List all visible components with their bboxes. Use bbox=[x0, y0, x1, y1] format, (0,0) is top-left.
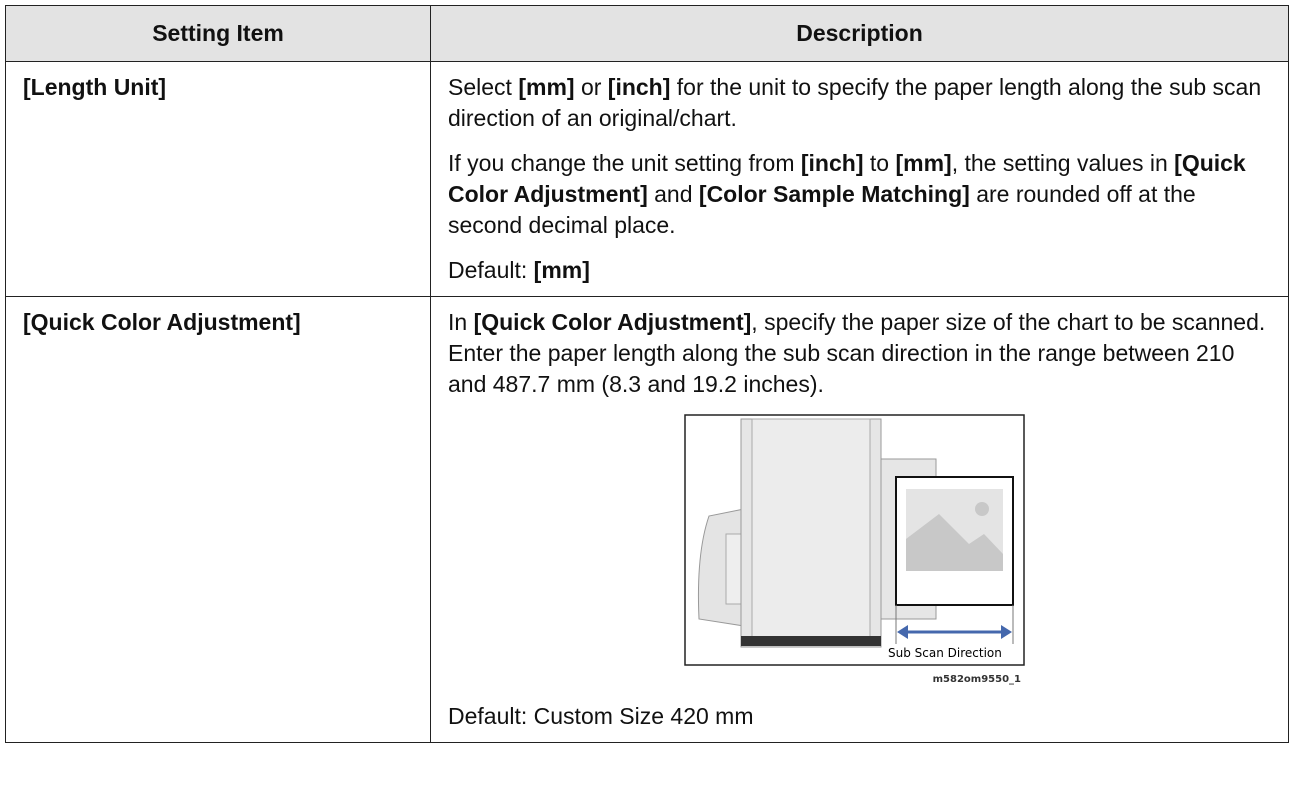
text-run: [mm] bbox=[895, 150, 952, 176]
text-run: [mm] bbox=[518, 74, 575, 100]
text-run: [Quick Color Adjustment] bbox=[448, 150, 1246, 207]
text-run: or bbox=[574, 74, 608, 100]
text-run: [Quick Color Adjustment] bbox=[473, 309, 752, 335]
scanner-panel bbox=[751, 418, 871, 642]
text-run: In bbox=[448, 309, 474, 335]
table-row: [Quick Color Adjustment] In [Quick Color … bbox=[5, 296, 1289, 743]
header-cell: Setting Item bbox=[5, 5, 431, 62]
settings-table: Setting Item Description [Length Unit] Se… bbox=[5, 5, 1289, 743]
text-run: [inch] bbox=[607, 74, 671, 100]
header-row: Setting Item Description bbox=[5, 5, 1289, 62]
paragraph: In [Quick Color Adjustment], specify the… bbox=[448, 307, 1272, 400]
text-run: , specify the paper size of the chart to… bbox=[448, 309, 1266, 397]
figure-id: m582om9550_1 bbox=[933, 674, 1021, 685]
description: In [Quick Color Adjustment], specify the… bbox=[430, 296, 1289, 743]
text-run: Select bbox=[448, 74, 519, 100]
image-mountain bbox=[906, 514, 1003, 571]
setting-item: [Quick Color Adjustment] bbox=[5, 296, 431, 743]
text-run: for the unit to specify the paper length… bbox=[448, 74, 1262, 131]
figure: Sub Scan Direction m582om9550_1 bbox=[684, 414, 1025, 685]
text-run: If you change the unit setting from bbox=[448, 150, 801, 176]
description: Select [mm] or [inch] for the unit to sp… bbox=[430, 61, 1289, 297]
text-run: , the setting values in bbox=[951, 150, 1175, 176]
table-row: [Length Unit] Select [mm] or [inch] for t… bbox=[5, 61, 1289, 297]
paragraph: Default: Custom Size 420 mm bbox=[448, 701, 1272, 732]
header-cell: Description bbox=[430, 5, 1289, 62]
figure-label: Sub Scan Direction bbox=[888, 646, 1002, 660]
text-run: [mm] bbox=[533, 257, 590, 283]
setting-item: [Length Unit] bbox=[5, 61, 431, 297]
image-sun bbox=[975, 502, 989, 516]
paragraph: If you change the unit setting from [inc… bbox=[448, 148, 1272, 241]
text-run: [inch] bbox=[800, 150, 864, 176]
text-run: Default: bbox=[448, 257, 534, 283]
text-run: to bbox=[863, 150, 896, 176]
text-run: Default: Custom Size 420 mm bbox=[448, 703, 754, 729]
text-run: are rounded off at the second decimal pl… bbox=[448, 181, 1196, 238]
scanner-base bbox=[741, 636, 881, 646]
text-run: [Color Sample Matching] bbox=[698, 181, 970, 207]
paragraph: Default: [mm] bbox=[448, 255, 1272, 286]
text-run: and bbox=[647, 181, 699, 207]
paragraph: Select [mm] or [inch] for the unit to sp… bbox=[448, 72, 1272, 134]
